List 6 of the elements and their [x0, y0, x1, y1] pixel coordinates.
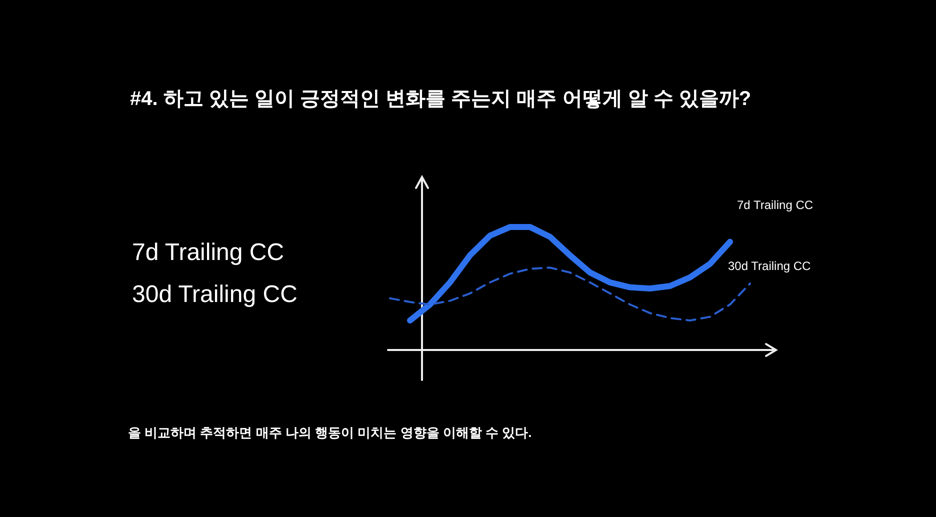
- annotation: 을 비교하며 추적하면 매주 나의 행동이 미치는 영향을 이해할 수 있다.: [128, 425, 532, 440]
- title: #4. 하고 있는 일이 긍정적인 변화를 주는지 매주 어떻게 알 수 있을까?: [130, 88, 752, 110]
- series-label: 30d Trailing CC: [728, 259, 811, 273]
- annotation: 30d Trailing CC: [132, 281, 298, 308]
- series-label: 7d Trailing CC: [737, 198, 814, 212]
- annotation: 7d Trailing CC: [132, 239, 284, 266]
